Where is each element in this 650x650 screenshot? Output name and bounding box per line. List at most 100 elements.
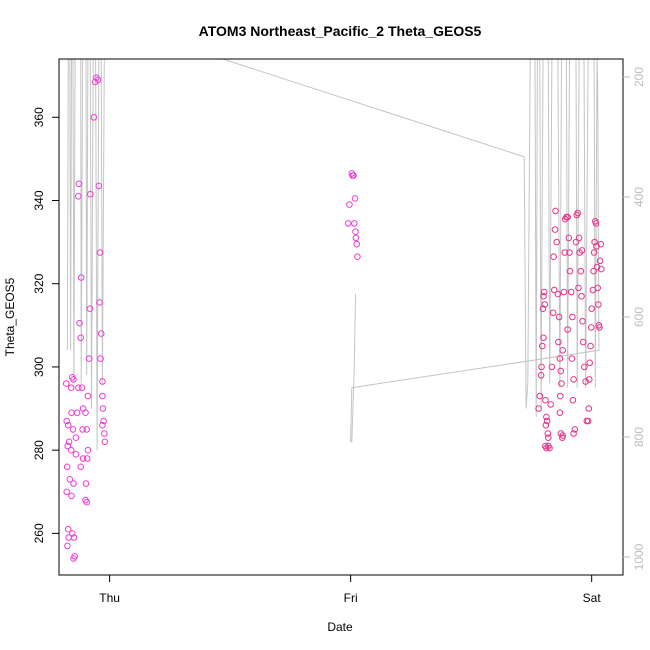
data-point — [539, 342, 546, 350]
data-point — [69, 426, 77, 433]
data-point — [100, 417, 107, 425]
data-point — [75, 193, 82, 200]
right-axis-tick-label: 400 — [632, 187, 646, 207]
data-point — [581, 363, 588, 371]
data-point — [582, 378, 589, 385]
data-point — [549, 309, 557, 317]
data-point — [70, 480, 77, 487]
y-axis-label: Theta_GEOS5 — [3, 277, 17, 356]
data-point — [586, 376, 593, 383]
data-point — [354, 253, 361, 261]
data-point — [63, 417, 70, 425]
data-point — [588, 305, 596, 313]
data-point — [64, 442, 71, 450]
data-point — [579, 317, 586, 325]
data-point — [540, 292, 547, 300]
y-tick-label: 340 — [32, 190, 46, 210]
data-point — [96, 249, 104, 256]
data-point — [594, 284, 602, 292]
data-point — [560, 288, 568, 296]
data-point — [70, 534, 78, 541]
data-point — [569, 396, 577, 404]
data-point — [540, 288, 548, 296]
data-point — [577, 267, 585, 275]
data-point — [536, 392, 544, 400]
data-point — [97, 355, 104, 362]
data-point — [541, 301, 549, 308]
data-point — [597, 240, 605, 248]
data-point — [84, 392, 92, 400]
data-point — [592, 220, 600, 227]
plot-frame — [58, 58, 624, 576]
data-point — [598, 265, 605, 273]
data-point — [72, 434, 80, 442]
data-point — [543, 417, 551, 425]
right-axis-tick-label: 800 — [632, 427, 646, 447]
data-point — [586, 359, 594, 367]
data-point — [558, 380, 565, 387]
data-point — [73, 409, 81, 417]
data-point — [538, 363, 545, 371]
y-tick-label: 300 — [32, 357, 46, 377]
data-point — [346, 201, 353, 208]
data-point — [86, 305, 94, 313]
data-point — [90, 114, 98, 121]
data-point — [99, 421, 106, 429]
data-point — [575, 234, 583, 242]
data-point — [579, 338, 587, 346]
x-tick-label: Fri — [344, 591, 358, 605]
data-point — [101, 438, 109, 446]
data-point — [75, 384, 82, 392]
data-point — [571, 426, 579, 433]
right-axis-tick-label: 200 — [632, 67, 646, 87]
data-point — [575, 284, 582, 292]
data-point — [570, 430, 577, 437]
data-point — [535, 405, 542, 412]
data-point — [62, 380, 70, 387]
data-point — [587, 324, 595, 331]
data-point — [578, 292, 585, 300]
y-tick-label: 260 — [32, 523, 46, 543]
data-point — [551, 226, 559, 233]
data-point — [76, 319, 83, 327]
data-point — [352, 228, 359, 235]
data-point — [544, 430, 552, 437]
data-point — [537, 372, 545, 379]
data-point — [557, 392, 564, 400]
data-point — [547, 401, 555, 408]
data-point — [63, 488, 70, 496]
chart-title: ATOM3 Northeast_Pacific_2 Theta_GEOS5 — [199, 23, 482, 39]
data-point — [556, 409, 564, 417]
data-point — [587, 342, 594, 350]
data-point — [542, 396, 549, 404]
data-point — [79, 426, 86, 433]
data-point — [585, 405, 593, 412]
data-point — [83, 498, 90, 506]
data-point — [540, 334, 547, 342]
data-point — [95, 182, 103, 190]
data-point — [351, 220, 358, 227]
data-point — [67, 446, 75, 454]
data-point — [590, 267, 597, 275]
data-point — [351, 195, 359, 202]
data-point — [559, 347, 567, 354]
data-point — [77, 334, 84, 342]
data-point — [72, 451, 80, 458]
data-point — [85, 355, 93, 362]
data-point — [87, 190, 94, 198]
data-point — [596, 257, 604, 265]
data-point — [557, 367, 565, 375]
data-point — [101, 430, 108, 437]
data-point — [344, 220, 352, 227]
data-point — [566, 249, 573, 256]
data-point — [564, 326, 571, 333]
data-point — [570, 376, 577, 383]
data-point — [99, 378, 106, 385]
data-point — [75, 180, 83, 188]
data-point — [96, 299, 103, 306]
data-point — [68, 492, 75, 500]
data-point — [543, 413, 550, 421]
data-point — [565, 234, 573, 242]
data-point — [83, 455, 91, 462]
right-axis-tick-label: 600 — [632, 307, 646, 327]
